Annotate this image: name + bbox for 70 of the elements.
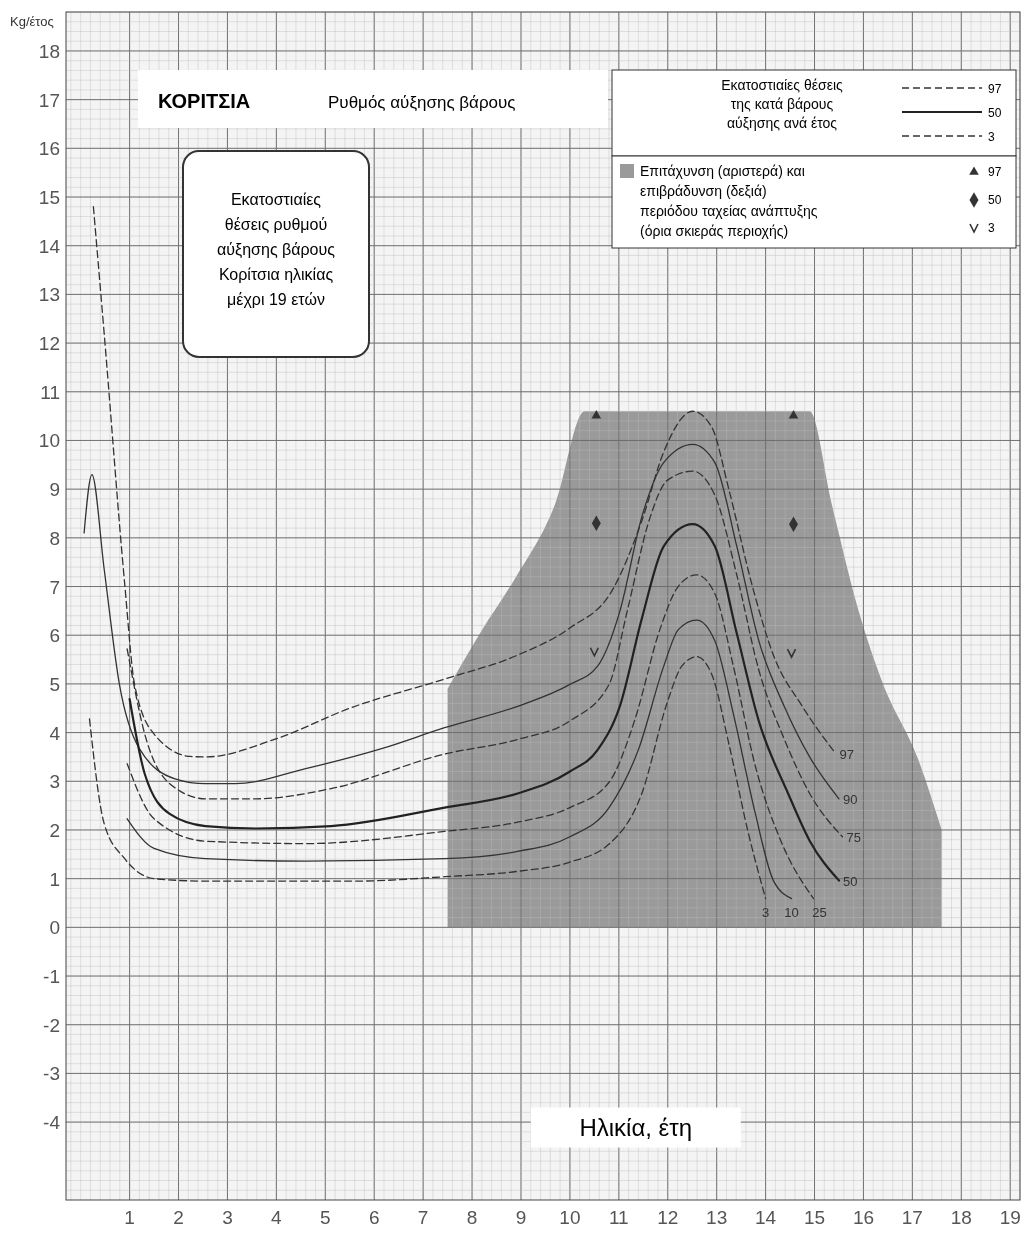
y-tick-label: 2 bbox=[49, 819, 60, 841]
y-tick-label: 1 bbox=[49, 868, 60, 890]
y-tick-label: 14 bbox=[38, 235, 61, 257]
y-tick-label: 3 bbox=[49, 771, 60, 793]
series-label: 75 bbox=[846, 829, 861, 845]
legend-label: 97 bbox=[988, 165, 1002, 179]
y-tick-label: 15 bbox=[38, 187, 60, 209]
y-tick-label: 0 bbox=[49, 917, 60, 939]
text: 50 bbox=[988, 106, 1002, 120]
x-tick-label: 10 bbox=[559, 1207, 581, 1228]
y-tick-label: 13 bbox=[38, 284, 60, 306]
line-series bbox=[126, 574, 815, 900]
y-tick-label: 17 bbox=[38, 89, 60, 111]
x-tick-label: 1 bbox=[124, 1207, 135, 1228]
y-tick-label: 9 bbox=[49, 479, 60, 501]
x-tick-label: 8 bbox=[466, 1207, 478, 1228]
x-tick-label: 18 bbox=[950, 1207, 972, 1228]
legend-title: Εκατοστιαίες θέσεις της κατά βάρους αύξησης ανά έτος bbox=[721, 77, 843, 131]
point bbox=[589, 646, 600, 657]
x-tick-label: 7 bbox=[417, 1207, 429, 1228]
y-tick-label: 4 bbox=[49, 722, 61, 744]
y-tick-label: 10 bbox=[38, 430, 60, 452]
y-tick-label: -4 bbox=[43, 1112, 61, 1134]
text: 3 bbox=[988, 130, 995, 144]
y-tick-label: -3 bbox=[43, 1063, 60, 1085]
x-tick-label: 15 bbox=[803, 1207, 826, 1228]
legend-label: Επιτάχυνση (αριστερά) και επιβράδυνση (δεξιά) περιόδου ταχείας ανάπτυξης (όρια σκιεράς περιοχής) bbox=[640, 163, 818, 239]
x-tick-label: 19 bbox=[999, 1207, 1021, 1228]
y-tick-label: 5 bbox=[49, 673, 60, 695]
legend-label: 50 bbox=[988, 193, 1002, 207]
point bbox=[788, 410, 799, 419]
y-tick-label: 6 bbox=[49, 625, 60, 647]
annotation: Εκατοστιαίες θέσεις ρυθμού αύξησης βάρους Κορίτσια ηλικίας μέχρι 19 ετών bbox=[217, 191, 336, 308]
point bbox=[591, 410, 602, 419]
text: Ρυθμός αύξησης βάρους bbox=[328, 93, 516, 112]
series-label: 97 bbox=[839, 746, 855, 762]
series-label: 50 bbox=[842, 873, 858, 889]
line-series bbox=[126, 619, 793, 900]
line-series bbox=[88, 655, 767, 900]
y-tick-label: 12 bbox=[38, 333, 60, 355]
legend-label: 3 bbox=[988, 221, 995, 235]
x-tick-label: 4 bbox=[271, 1207, 283, 1228]
x-tick-label: 6 bbox=[368, 1207, 380, 1228]
line-series bbox=[128, 523, 841, 882]
text: 97 bbox=[988, 82, 1002, 96]
y-tick-label: 8 bbox=[49, 527, 60, 549]
x-tick-label: 5 bbox=[320, 1207, 331, 1228]
point bbox=[786, 648, 797, 659]
y-tick-label: 16 bbox=[38, 138, 60, 160]
y-tick-label: 11 bbox=[40, 381, 60, 403]
y-axis-title: Kg/έτος bbox=[10, 14, 54, 29]
x-tick-label: 13 bbox=[706, 1207, 728, 1228]
x-tick-label: 16 bbox=[852, 1207, 875, 1228]
x-tick-label: 9 bbox=[515, 1207, 527, 1228]
series-label: 10 bbox=[784, 904, 799, 920]
x-tick-label: 14 bbox=[755, 1207, 777, 1228]
series-label: 25 bbox=[812, 904, 827, 920]
series-label: 3 bbox=[761, 904, 770, 920]
y-tick-label: 18 bbox=[38, 40, 60, 62]
x-tick-label: 12 bbox=[657, 1207, 679, 1228]
x-tick-label: 2 bbox=[173, 1207, 184, 1228]
y-tick-label: -2 bbox=[43, 1014, 60, 1036]
x-tick-label: 17 bbox=[901, 1207, 923, 1228]
x-tick-label: 11 bbox=[608, 1207, 629, 1228]
y-tick-label: 7 bbox=[49, 576, 60, 598]
text: ΚΟΡΙΤΣΙΑ bbox=[158, 90, 251, 112]
x-axis-title: Ηλικία, έτη bbox=[579, 1114, 693, 1142]
x-tick-label: 3 bbox=[222, 1207, 233, 1228]
y-tick-label: -1 bbox=[43, 966, 60, 988]
series-label: 90 bbox=[842, 791, 858, 807]
